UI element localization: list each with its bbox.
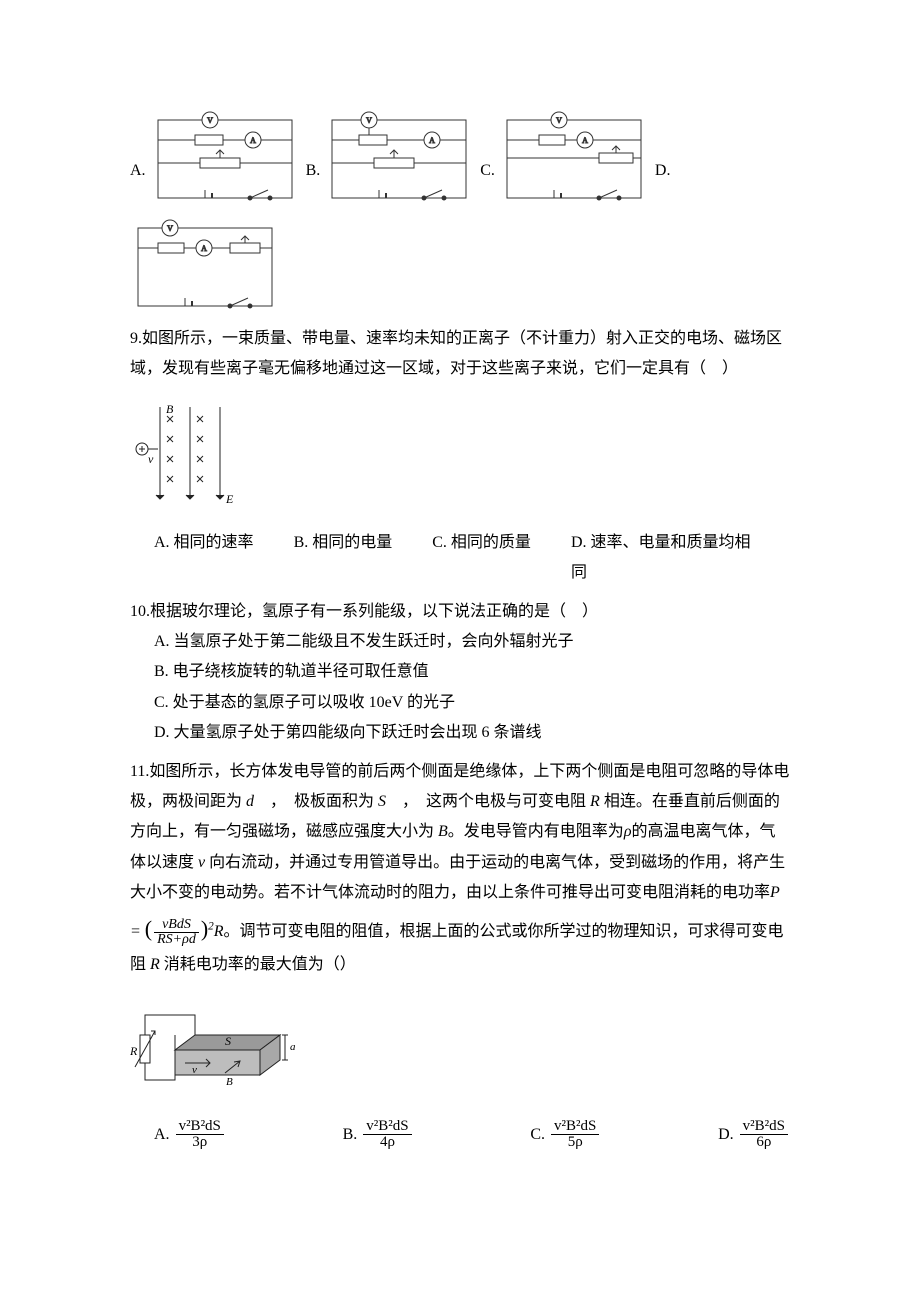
q11-opt-b-label: B. <box>343 1126 362 1143</box>
option-a-label: A. <box>130 156 146 186</box>
circuit-row: A. V A <box>130 108 790 316</box>
q11-B: B <box>438 823 448 840</box>
q9-diagram: B v E <box>130 399 790 514</box>
q11-v-label: v <box>192 1064 197 1076</box>
q11-option-c: C. v²B²dS5ρ <box>530 1119 601 1152</box>
q9-option-b: B. 相同的电量 <box>294 528 393 589</box>
q11-opt-c-label: C. <box>530 1126 549 1143</box>
q11-R: R <box>590 793 600 810</box>
q11-opt-d-num: v²B²dS <box>740 1119 788 1136</box>
svg-text:V: V <box>366 116 372 125</box>
svg-text:V: V <box>167 224 173 233</box>
q11-options: A. v²B²dS3ρ B. v²B²dS4ρ C. v²B²dS5ρ D. v… <box>130 1119 790 1152</box>
q11-opt-b-num: v²B²dS <box>363 1119 411 1136</box>
q11: 11.如图所示，长方体发电导管的前后两个侧面是绝缘体，上下两个侧面是电阻可忽略的… <box>130 757 790 1152</box>
q11-opt-d-den: 6ρ <box>740 1135 788 1151</box>
q10: 10.根据玻尔理论，氢原子有一系列能级，以下说法正确的是（ ） A. 当氢原子处… <box>130 597 790 749</box>
q10-option-d: D. 大量氢原子处于第四能级向下跃迁时会出现 6 条谱线 <box>130 718 790 748</box>
q11-p1g: 向右流动，并通过专用管道导出。由于运动的电离气体，受到磁场的作用，将产生大小不变… <box>130 854 785 901</box>
circuit-c-diagram: V A <box>499 108 649 208</box>
option-d: D. <box>655 156 675 208</box>
q11-frac-num: vBdS <box>154 918 199 934</box>
q11-opt-a-den: 3ρ <box>176 1135 224 1151</box>
q9-options: A. 相同的速率 B. 相同的电量 C. 相同的质量 D. 速率、电量和质量均相… <box>130 528 790 589</box>
q11-number: 11. <box>130 763 149 780</box>
circuit-b-diagram: V A <box>324 108 474 208</box>
q11-frac-den: RS+ρd <box>154 933 199 948</box>
q11-a-label: a <box>290 1041 296 1053</box>
q11-opt-d-label: D. <box>718 1126 738 1143</box>
svg-text:A: A <box>250 136 256 145</box>
svg-text:A: A <box>582 136 588 145</box>
q11-option-d: D. v²B²dS6ρ <box>718 1119 790 1152</box>
q11-R-label: R <box>130 1044 138 1058</box>
q10-number: 10. <box>130 603 150 620</box>
q11-R2: R <box>214 923 224 940</box>
q10-text: 根据玻尔理论，氢原子有一系列能级，以下说法正确的是（ ） <box>150 603 598 620</box>
q11-option-b: B. v²B²dS4ρ <box>343 1119 414 1152</box>
option-b: B. V A <box>306 108 475 208</box>
q9-text: 如图所示，一束质量、带电量、速率均未知的正离子（不计重力）射入正交的电场、磁场区… <box>130 330 782 377</box>
q9-option-a: A. 相同的速率 <box>154 528 254 589</box>
q10-option-b: B. 电子绕核旋转的轨道半径可取任意值 <box>130 657 790 687</box>
q9-B-label: B <box>166 402 174 416</box>
option-c-label: C. <box>480 156 495 186</box>
q11-p1b: ， 极板面积为 <box>254 793 378 810</box>
q11-B-label: B <box>226 1076 233 1088</box>
q11-opt-a-label: A. <box>154 1126 174 1143</box>
q11-p3: 消耗电功率的最大值为（） <box>160 956 356 973</box>
q11-S-label: S <box>225 1034 231 1048</box>
q11-R3: R <box>150 956 160 973</box>
q9-option-d: D. 速率、电量和质量均相同 <box>571 528 751 589</box>
circuit-d-diagram: V A <box>130 216 280 316</box>
q11-opt-a-num: v²B²dS <box>176 1119 224 1136</box>
q11-opt-c-den: 5ρ <box>551 1135 599 1151</box>
q11-option-a: A. v²B²dS3ρ <box>154 1119 226 1152</box>
q9-number: 9. <box>130 330 142 347</box>
q11-rho: ρ <box>624 823 632 840</box>
option-c: C. V A <box>480 108 649 208</box>
q11-p1c: ， 这两个电极与可变电阻 <box>386 793 590 810</box>
q11-opt-b-den: 4ρ <box>363 1135 411 1151</box>
q11-d: d <box>246 793 254 810</box>
q8-options: A. V A <box>130 108 790 316</box>
q9: 9.如图所示，一束质量、带电量、速率均未知的正离子（不计重力）射入正交的电场、磁… <box>130 324 790 589</box>
option-a: A. V A <box>130 108 300 208</box>
q10-option-c: C. 处于基态的氢原子可以吸收 10eV 的光子 <box>130 688 790 718</box>
circuit-a-diagram: V A <box>150 108 300 208</box>
q11-opt-c-num: v²B²dS <box>551 1119 599 1136</box>
svg-text:A: A <box>201 244 207 253</box>
option-d-diagram-row: V A <box>130 216 790 316</box>
q9-v-label: v <box>148 452 154 466</box>
svg-text:V: V <box>207 116 213 125</box>
svg-text:V: V <box>556 116 562 125</box>
q11-S: S <box>378 793 386 810</box>
option-d-label: D. <box>655 156 671 186</box>
q11-diagram: S v B a R <box>130 995 790 1105</box>
q11-p1e: 。发电导管内有电阻率为 <box>448 823 624 840</box>
q9-E-label: E <box>225 492 234 506</box>
q10-option-a: A. 当氢原子处于第二能级且不发生跃迁时，会向外辐射光子 <box>130 627 790 657</box>
option-b-label: B. <box>306 156 321 186</box>
svg-text:A: A <box>429 136 435 145</box>
q9-option-c: C. 相同的质量 <box>432 528 531 589</box>
